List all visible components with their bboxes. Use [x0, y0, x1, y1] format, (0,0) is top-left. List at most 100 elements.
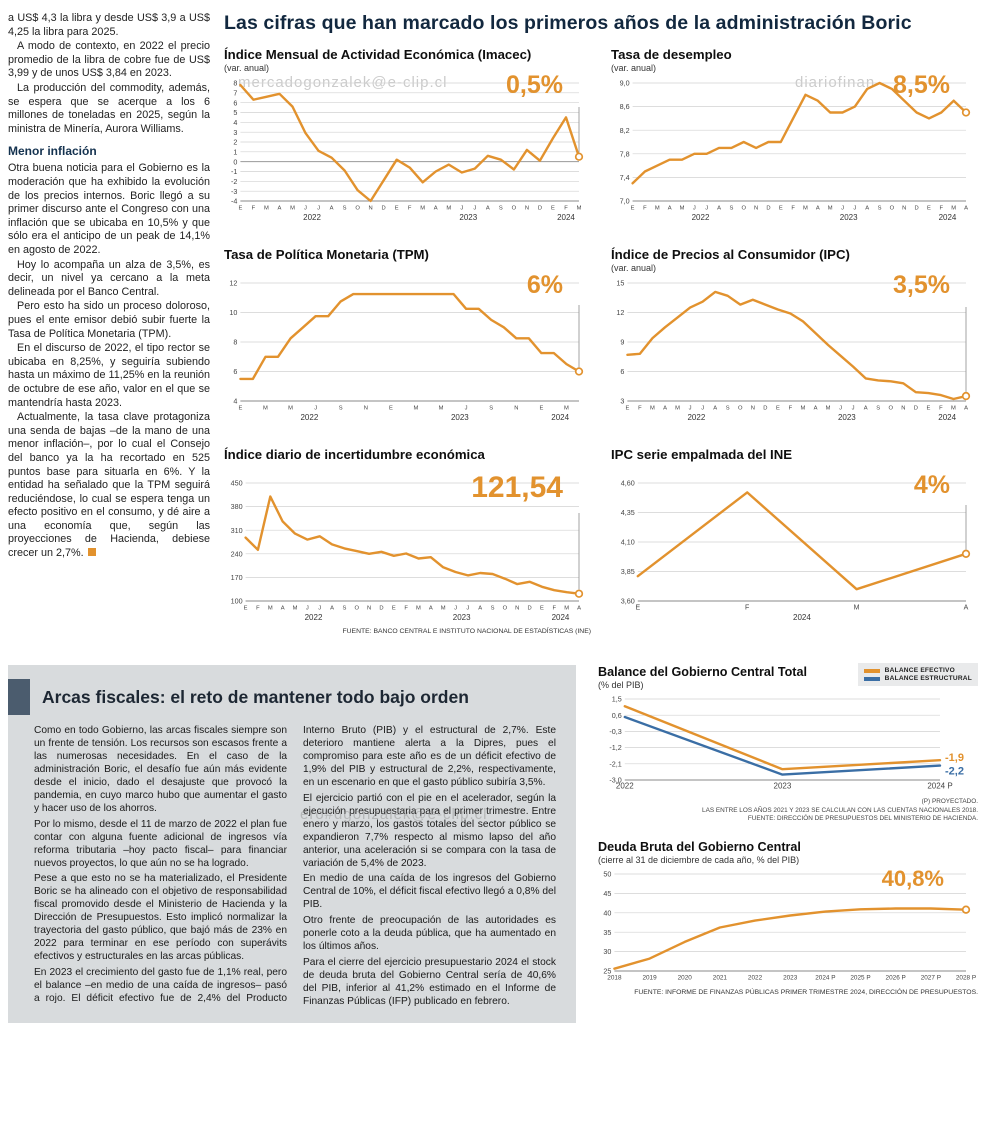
svg-text:M: M	[414, 406, 419, 412]
svg-text:J: J	[841, 206, 844, 212]
chart-canvas: 4,60 4,35 4,10 3,85 3,60E F M A 2024	[621, 479, 971, 622]
chart-plot-ipc-ine: 4% 4,60 4,35 4,10 3,85 3,60 E F M A 2024	[611, 471, 978, 625]
article-end-mark	[87, 548, 96, 557]
svg-text:2022: 2022	[748, 974, 763, 981]
svg-text:7,0: 7,0	[620, 197, 630, 206]
svg-text:O: O	[512, 206, 517, 212]
paragraph: La producción del commodity, además, se …	[8, 81, 210, 135]
svg-text:2024 P: 2024 P	[815, 974, 835, 981]
svg-text:2024: 2024	[939, 213, 957, 222]
svg-text:M: M	[803, 206, 808, 212]
svg-text:S: S	[878, 206, 882, 212]
svg-text:J: J	[465, 406, 468, 412]
svg-text:2021: 2021	[713, 974, 728, 981]
svg-text:2020: 2020	[678, 974, 693, 981]
svg-text:-3: -3	[231, 187, 237, 196]
svg-text:2023: 2023	[840, 213, 858, 222]
chart-highlight-value: 4%	[913, 471, 950, 499]
svg-text:F: F	[643, 206, 647, 212]
chart-plot-ipc: 3,5% 15 12 9 6 3 E F M A M J J A S O N D E F M A M J J A S O N D E F M A…	[611, 271, 978, 425]
svg-text:A: A	[864, 406, 868, 412]
svg-text:6: 6	[620, 367, 624, 376]
svg-text:-4: -4	[231, 197, 237, 206]
paragraph: En el discurso de 2022, el tipo rector s…	[8, 342, 210, 409]
svg-text:40: 40	[603, 908, 611, 917]
svg-text:O: O	[741, 206, 746, 212]
svg-text:2022: 2022	[303, 213, 321, 222]
svg-text:-1,9: -1,9	[945, 752, 964, 764]
svg-text:2023: 2023	[774, 782, 792, 791]
svg-text:F: F	[791, 206, 795, 212]
svg-text:2019: 2019	[642, 974, 657, 981]
svg-text:S: S	[726, 406, 730, 412]
svg-text:F: F	[940, 206, 944, 212]
svg-text:0: 0	[233, 157, 237, 166]
svg-text:E: E	[389, 406, 393, 412]
chart-subtitle: (var. anual)	[611, 63, 657, 73]
chart-highlight-value: 121,54	[471, 471, 563, 504]
svg-text:A: A	[964, 206, 968, 212]
svg-text:310: 310	[231, 526, 243, 535]
svg-text:J: J	[317, 206, 320, 212]
paragraph: Hoy lo acompaña un alza de 3,5%, es deci…	[8, 258, 210, 298]
svg-text:N: N	[369, 206, 373, 212]
chart-card-incertidumbre: Índice diario de incertidumbre económica…	[224, 447, 591, 635]
svg-text:25: 25	[603, 967, 611, 976]
svg-text:0,6: 0,6	[612, 711, 622, 720]
svg-text:J: J	[473, 206, 476, 212]
bottom-charts: Balance del Gobierno Central Total BALAN…	[598, 663, 978, 1023]
paragraph: Otro frente de preocupación de las autor…	[303, 915, 556, 953]
chart-subtitle: (var. anual)	[224, 63, 270, 73]
svg-text:M: M	[951, 206, 956, 212]
svg-text:F: F	[252, 206, 256, 212]
svg-text:S: S	[489, 406, 493, 412]
chart-highlight-value: 3,5%	[893, 271, 950, 299]
paragraph: A modo de contexto, en 2022 el precio pr…	[8, 40, 210, 80]
chart-card-tpm: Tasa de Política Monetaria (TPM) 6% 12 10…	[224, 247, 591, 425]
svg-text:E: E	[927, 206, 931, 212]
legend-item-efectivo: BALANCE EFECTIVO	[863, 667, 972, 674]
svg-text:2018: 2018	[607, 974, 622, 981]
svg-text:12: 12	[229, 279, 237, 288]
svg-text:15: 15	[616, 279, 624, 288]
svg-text:A: A	[429, 606, 433, 612]
svg-text:A: A	[434, 206, 438, 212]
svg-text:-1: -1	[231, 167, 237, 176]
chart-plot-tpm: 6% 12 10 8 6 4 E M M J S N E M M J S N E M 2022 2023 2024	[224, 271, 591, 425]
svg-text:3,60: 3,60	[621, 597, 635, 606]
svg-text:100: 100	[231, 597, 243, 606]
svg-text:-3,0: -3,0	[609, 776, 621, 785]
svg-text:A: A	[668, 206, 672, 212]
svg-text:8: 8	[233, 79, 237, 88]
paragraph: Actualmente, la tasa clave protagoniza u…	[8, 411, 210, 560]
legend-label: BALANCE ESTRUCTURAL	[884, 675, 972, 682]
svg-text:2024: 2024	[557, 213, 575, 222]
svg-text:D: D	[766, 206, 770, 212]
svg-text:J: J	[318, 606, 321, 612]
svg-text:A: A	[330, 606, 334, 612]
svg-text:M: M	[416, 606, 421, 612]
paragraph: Pese a que esto no se ha materializado, …	[34, 873, 287, 963]
svg-text:S: S	[491, 606, 495, 612]
svg-text:2022: 2022	[305, 613, 323, 622]
paragraph: Por lo mismo, desde el 11 de marzo de 20…	[34, 818, 287, 869]
svg-text:2023: 2023	[838, 413, 856, 422]
svg-text:M: M	[439, 406, 444, 412]
svg-text:O: O	[354, 606, 359, 612]
chart-plot-desempleo: 8,5% 9,0 8,6 8,2 7,8 7,4 7,0 E F M A M J J A S O N D E F M A M…	[611, 71, 978, 225]
chart-title: Balance del Gobierno Central Total	[598, 665, 808, 679]
svg-text:M: M	[680, 206, 685, 212]
svg-text:M: M	[420, 206, 425, 212]
svg-text:2022: 2022	[692, 213, 710, 222]
legend-label: BALANCE EFECTIVO	[884, 667, 955, 674]
chart-plot-imacec: 0,5% 8 7 6 5 4 3 2 1 0 -1 -2 -3 -4 E F M A M J J A S O N D E F M A M J…	[224, 71, 591, 225]
svg-text:A: A	[964, 406, 968, 412]
svg-text:N: N	[525, 206, 529, 212]
svg-text:E: E	[551, 206, 555, 212]
fiscal-paragraphs: Como en todo Gobierno, las arcas fiscale…	[20, 725, 562, 1009]
legend-swatch-estructural	[863, 676, 880, 681]
svg-text:A: A	[281, 606, 285, 612]
svg-text:50: 50	[603, 870, 611, 879]
svg-text:2027 P: 2027 P	[921, 974, 941, 981]
